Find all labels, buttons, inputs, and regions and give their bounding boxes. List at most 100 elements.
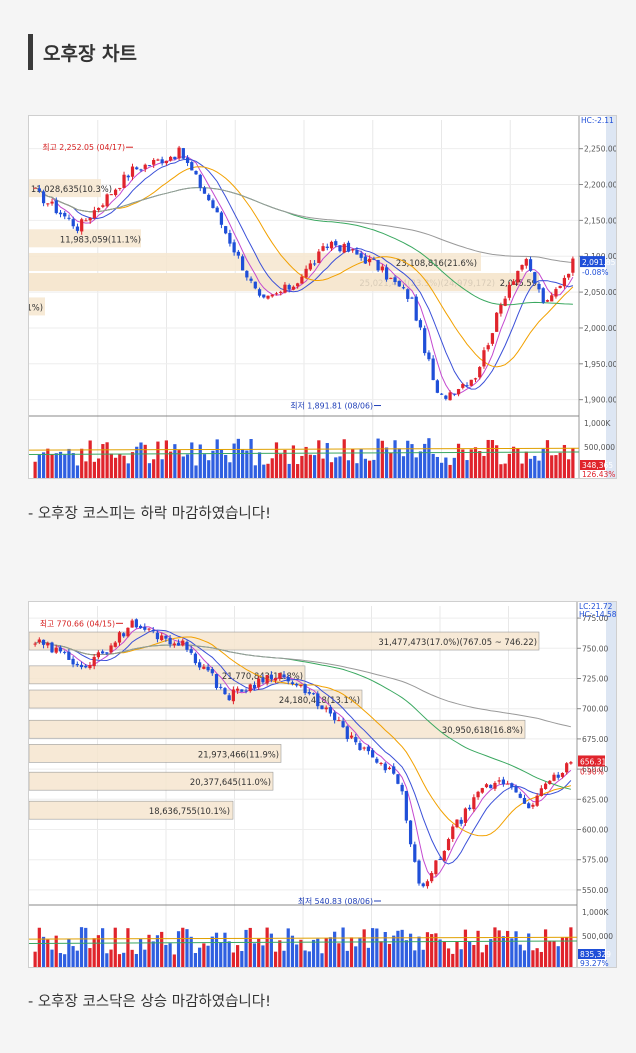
- candle: [307, 691, 311, 694]
- candle: [482, 350, 486, 367]
- candle: [164, 635, 168, 639]
- volume-bar: [461, 449, 465, 478]
- volume-bar: [363, 458, 368, 478]
- candle: [236, 688, 240, 691]
- candle: [118, 187, 122, 189]
- candle: [240, 689, 244, 692]
- candle: [105, 194, 109, 207]
- volume-bar: [236, 438, 240, 478]
- volume-bar: [531, 950, 535, 967]
- volume-bar: [113, 457, 118, 478]
- candle: [279, 291, 283, 293]
- volume-bar: [164, 944, 168, 967]
- volume-tick-label: 500,000: [582, 932, 613, 941]
- volume-bar: [181, 456, 185, 478]
- volume-bar: [181, 927, 185, 967]
- candle: [33, 187, 37, 189]
- volume-bar: [349, 937, 354, 967]
- candle: [359, 253, 363, 258]
- volume-bar: [478, 451, 482, 478]
- volume-bar: [75, 465, 80, 478]
- candle: [223, 688, 227, 695]
- candle: [387, 767, 392, 770]
- volume-bar: [151, 941, 155, 967]
- volume-bar: [185, 929, 189, 967]
- candle: [537, 283, 541, 290]
- volume-bar: [109, 453, 113, 478]
- volume-profile-bar: [29, 771, 274, 791]
- volume-bar: [533, 455, 537, 478]
- candle: [554, 289, 558, 297]
- candle: [198, 174, 202, 188]
- candle: [418, 320, 423, 328]
- volume-tick-label: 500,000: [584, 443, 615, 452]
- volume-bar: [456, 443, 461, 478]
- volume-bar: [155, 935, 160, 967]
- volume-bar: [493, 927, 497, 967]
- candle: [169, 156, 173, 161]
- candle: [495, 312, 499, 332]
- candle: [67, 217, 71, 219]
- candle: [316, 693, 320, 707]
- candle: [328, 707, 333, 714]
- candle: [524, 259, 528, 266]
- volume-bar: [105, 953, 109, 967]
- volume-bar: [520, 463, 524, 478]
- candle: [92, 656, 96, 667]
- volume-bar: [291, 445, 296, 478]
- candle: [253, 281, 257, 289]
- volume-bar: [510, 938, 514, 967]
- volume-bar: [345, 950, 349, 967]
- candle: [262, 294, 266, 298]
- volume-bar: [244, 929, 248, 967]
- volume-bar: [421, 949, 425, 967]
- volume-bar: [228, 462, 232, 478]
- volume-bar: [126, 463, 130, 478]
- candle: [160, 635, 164, 641]
- volume-bar: [548, 940, 552, 967]
- y-tick-label: 775.00: [582, 614, 608, 623]
- volume-bar: [371, 928, 375, 967]
- candle: [130, 166, 135, 177]
- volume-bar: [50, 949, 54, 967]
- volume-bar: [304, 446, 308, 478]
- volume-bar: [571, 448, 575, 478]
- current-value-label: 2,091.85: [582, 258, 616, 267]
- volume-bar: [88, 948, 92, 967]
- y-tick-label: 725.00: [582, 674, 608, 683]
- candle: [54, 647, 58, 653]
- candle: [489, 784, 493, 789]
- candle: [520, 264, 524, 270]
- candle: [92, 210, 97, 219]
- candle: [101, 651, 105, 654]
- volume-bar: [211, 450, 215, 478]
- volume-bar: [560, 937, 565, 967]
- volume-profile-bar: [29, 665, 306, 685]
- volume-bar: [223, 932, 227, 967]
- volume-bar: [341, 927, 345, 967]
- volume-bar: [325, 443, 329, 478]
- volume-bar: [143, 444, 147, 478]
- volume-bar: [556, 946, 560, 967]
- volume-bar: [176, 931, 181, 967]
- candle: [455, 819, 459, 828]
- candle: [421, 883, 425, 887]
- volume-bar: [384, 447, 389, 478]
- candle: [435, 380, 439, 393]
- y-tick-label: 2,150.00: [584, 216, 616, 225]
- candle: [511, 281, 516, 285]
- candle: [396, 774, 400, 784]
- candle: [67, 651, 71, 660]
- volume-bar: [79, 927, 84, 967]
- volume-profile: 11,028,635(10.3%) 11,983,059(11.1%) 23,108…: [29, 179, 539, 316]
- volume-bar: [88, 440, 92, 478]
- axis-top-label-2: HC:-14.58: [579, 610, 616, 619]
- candle: [71, 219, 75, 227]
- candle: [249, 278, 253, 281]
- candle: [379, 762, 383, 764]
- candle: [185, 157, 190, 163]
- candle: [413, 844, 417, 862]
- volume-bar: [354, 946, 358, 967]
- volume-bar: [135, 446, 139, 478]
- volume-bar: [58, 451, 63, 478]
